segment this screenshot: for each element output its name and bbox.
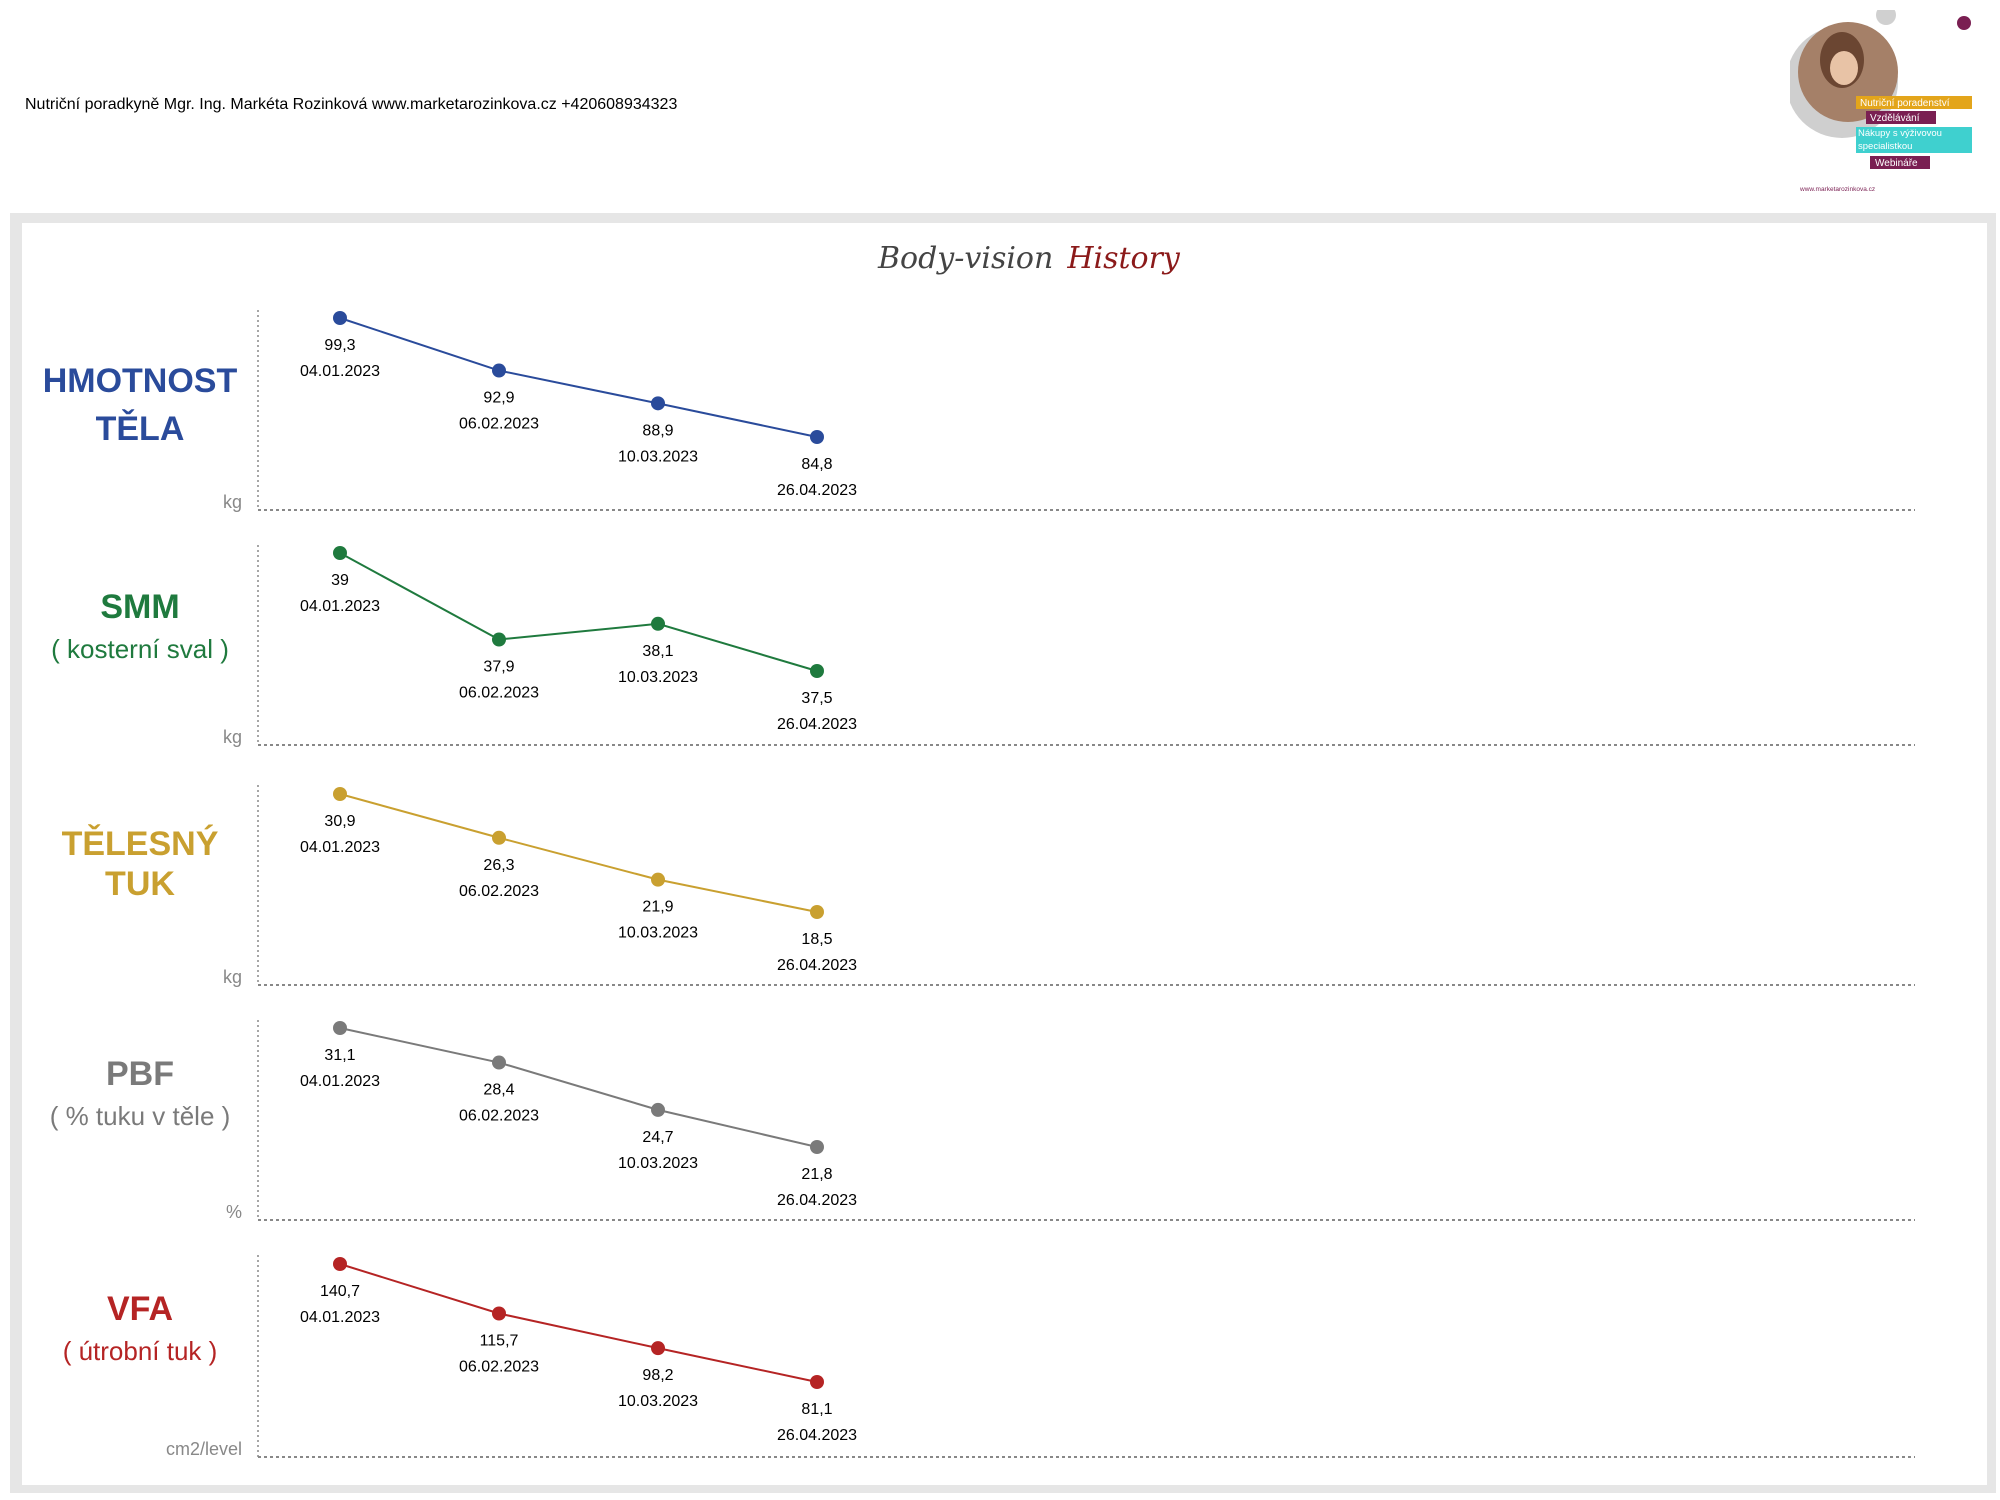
panel-4-title-line1: PBF	[106, 1055, 174, 1093]
panel-3-date-label-4: 26.04.2023	[777, 957, 857, 974]
panel-4-date-label-4: 26.04.2023	[777, 1192, 857, 1209]
panel-1-value-label-1: 99,3	[324, 337, 355, 354]
header-contact-text: Nutriční poradkyně Mgr. Ing. Markéta Roz…	[25, 96, 678, 113]
panel-2-value-label-2: 37,9	[483, 659, 514, 676]
logo-tag-3: Nákupy s výživovou specialistkou	[1858, 128, 1942, 152]
panel-5-date-label-2: 06.02.2023	[459, 1358, 539, 1375]
panel-3-point-2	[492, 830, 506, 845]
panel-5-value-label-4: 81,1	[801, 1401, 832, 1418]
panel-1-point-4	[810, 430, 824, 444]
panel-5-date-label-1: 04.01.2023	[300, 1309, 380, 1326]
panel-3-date-label-3: 10.03.2023	[618, 925, 698, 942]
logo-url: www.marketarozinkova.cz	[1799, 186, 1875, 193]
panel-1-title-line1: HMOTNOST	[43, 362, 238, 400]
panel-2-date-label-1: 04.01.2023	[300, 598, 380, 615]
panel-5-unit-label: cm2/level	[166, 1439, 242, 1459]
panel-3-point-1	[333, 787, 347, 801]
logo-tag-4-bg	[1870, 156, 1930, 169]
panel-2-value-label-1: 39	[331, 572, 349, 589]
panel-2-value-label-4: 37,5	[801, 690, 832, 707]
panel-4-title-line2: ( % tuku v těle )	[50, 1101, 231, 1131]
panel-1-value-label-4: 84,8	[801, 456, 832, 473]
panel-4-date-label-1: 04.01.2023	[300, 1073, 380, 1090]
logo-tag-1: Nutriční poradenství	[1860, 98, 1950, 109]
panel-4-point-4	[810, 1140, 824, 1154]
panel-1-title-line2: TĚLA	[96, 410, 185, 448]
brand-logo: Nutriční poradenství Vzdělávání Nákupy s…	[1790, 10, 1972, 193]
chart-panel	[22, 223, 1987, 1485]
panel-5-value-label-1: 140,7	[320, 1283, 360, 1300]
panel-3-value-label-2: 26,3	[483, 857, 514, 874]
panel-1-point-1	[333, 311, 347, 325]
panel-3-value-label-4: 18,5	[801, 931, 832, 948]
panel-4-value-label-1: 31,1	[324, 1047, 355, 1064]
panel-2-title-line2: ( kosterní sval )	[51, 634, 229, 664]
panel-2-date-label-3: 10.03.2023	[618, 669, 698, 686]
panel-2-series-line	[339, 552, 818, 672]
panel-2-point-1	[333, 546, 347, 560]
logo-photo-face	[1830, 51, 1858, 85]
panel-4-value-label-2: 28,4	[483, 1082, 514, 1099]
panel-2-unit-label: kg	[223, 727, 242, 747]
panel-4-point-2	[492, 1055, 506, 1070]
panel-1-date-label-2: 06.02.2023	[459, 416, 539, 433]
panel-1-date-label-3: 10.03.2023	[618, 448, 698, 465]
panel-5-title-line1: VFA	[107, 1290, 173, 1328]
logo-tag-3-bg	[1856, 127, 1972, 153]
panel-1-series-line	[339, 317, 818, 438]
chart-title-part2: History	[1066, 241, 1181, 276]
panel-3-date-label-2: 06.02.2023	[459, 883, 539, 900]
panel-5-value-label-3: 98,2	[642, 1367, 673, 1384]
panel-4-unit-label: %	[226, 1202, 242, 1222]
logo-tag-2: Vzdělávání	[1870, 113, 1920, 124]
panel-4-value-label-4: 21,8	[801, 1166, 832, 1183]
panel-3-value-label-1: 30,9	[324, 813, 355, 830]
panel-4-date-label-2: 06.02.2023	[459, 1108, 539, 1125]
panel-5-point-1	[333, 1257, 347, 1271]
panel-1-point-2	[492, 363, 506, 378]
panel-2-date-label-2: 06.02.2023	[459, 685, 539, 702]
panel-4-series-line	[339, 1027, 818, 1148]
panel-2-point-3	[651, 616, 665, 631]
panel-5-point-3	[651, 1341, 665, 1356]
panel-5-date-label-4: 26.04.2023	[777, 1427, 857, 1444]
panel-1-unit-label: kg	[223, 492, 242, 512]
panel-3-series-line	[339, 793, 818, 913]
chart-title: Body-vision History	[877, 241, 1181, 276]
panel-4-date-label-3: 10.03.2023	[618, 1155, 698, 1172]
panel-4-point-3	[651, 1102, 665, 1117]
panel-5-point-2	[492, 1306, 506, 1321]
logo-tag-4: Webináře	[1875, 158, 1918, 169]
panel-3-value-label-3: 21,9	[642, 899, 673, 916]
panel-2-point-4	[810, 664, 824, 678]
panel-5-title-line2: ( útrobní tuk )	[63, 1336, 218, 1366]
panel-2-point-2	[492, 632, 506, 647]
panel-2-value-label-3: 38,1	[642, 643, 673, 660]
logo-decor-dot	[1876, 10, 1896, 25]
panel-2-date-label-4: 26.04.2023	[777, 716, 857, 733]
logo-monogram-icon	[1957, 16, 1971, 30]
panel-2-title-line1: SMM	[100, 588, 179, 626]
logo-tag-1-bg	[1856, 96, 1972, 109]
panel-1-date-label-1: 04.01.2023	[300, 363, 380, 380]
panel-5-point-4	[810, 1375, 824, 1389]
panel-5-value-label-2: 115,7	[480, 1332, 519, 1349]
panel-1-value-label-3: 88,9	[642, 422, 673, 439]
panel-3-date-label-1: 04.01.2023	[300, 839, 380, 856]
panel-4-value-label-3: 24,7	[642, 1129, 673, 1146]
chart-title-part1: Body-vision	[877, 241, 1053, 276]
logo-tag-2-bg	[1866, 111, 1936, 124]
panel-5-series-line	[339, 1263, 818, 1383]
panel-3-unit-label: kg	[223, 967, 242, 987]
panel-4-point-1	[333, 1021, 347, 1035]
panel-3-title-line2: TUK	[105, 865, 175, 903]
panel-3-point-4	[810, 905, 824, 919]
panel-5-date-label-3: 10.03.2023	[618, 1393, 698, 1410]
panel-1-value-label-2: 92,9	[483, 390, 514, 407]
panel-1-point-3	[651, 396, 665, 411]
panel-3-point-3	[651, 872, 665, 887]
panel-3-title-line1: TĚLESNÝ	[62, 825, 219, 863]
panel-1-date-label-4: 26.04.2023	[777, 482, 857, 499]
